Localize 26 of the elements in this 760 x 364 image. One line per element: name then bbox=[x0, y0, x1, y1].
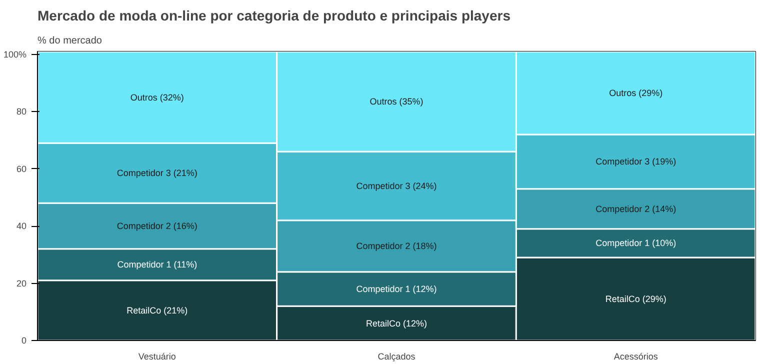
data-label: Competidor 1 (11%) bbox=[117, 260, 198, 270]
y-tick-label: 0 bbox=[21, 336, 27, 346]
y-tick-label: 80 bbox=[16, 106, 27, 117]
data-label: RetailCo (29%) bbox=[605, 294, 666, 304]
x-tick-label: Calçados bbox=[378, 352, 416, 362]
x-tick-label: Vestuário bbox=[138, 352, 176, 362]
data-label: Outros (29%) bbox=[609, 88, 663, 98]
data-label: Outros (35%) bbox=[370, 96, 424, 107]
data-label: RetailCo (12%) bbox=[366, 318, 428, 328]
data-label: Competidor 2 (14%) bbox=[596, 204, 676, 214]
data-label: Competidor 2 (18%) bbox=[356, 241, 437, 252]
y-tick-label: 40 bbox=[16, 221, 27, 232]
data-label: Competidor 1 (12%) bbox=[356, 284, 437, 294]
data-label: Competidor 2 (16%) bbox=[116, 221, 198, 232]
data-label: Competidor 3 (24%) bbox=[356, 180, 437, 191]
data-label: Outros (32%) bbox=[130, 92, 184, 102]
data-label: Competidor 3 (21%) bbox=[116, 168, 198, 178]
y-tick-label: 20 bbox=[16, 278, 27, 288]
data-label: Competidor 1 (10%) bbox=[596, 238, 676, 248]
x-tick-label: Acessórios bbox=[614, 352, 658, 362]
y-tick-label: 100% bbox=[3, 49, 27, 60]
chart-subtitle: % do mercado bbox=[38, 36, 102, 46]
y-tick-label: 60 bbox=[16, 164, 27, 174]
chart-title: Mercado de moda on-line por categoria de produto e principais players bbox=[38, 8, 511, 24]
data-label: Competidor 3 (19%) bbox=[596, 156, 676, 167]
data-label: RetailCo (21%) bbox=[126, 305, 188, 316]
